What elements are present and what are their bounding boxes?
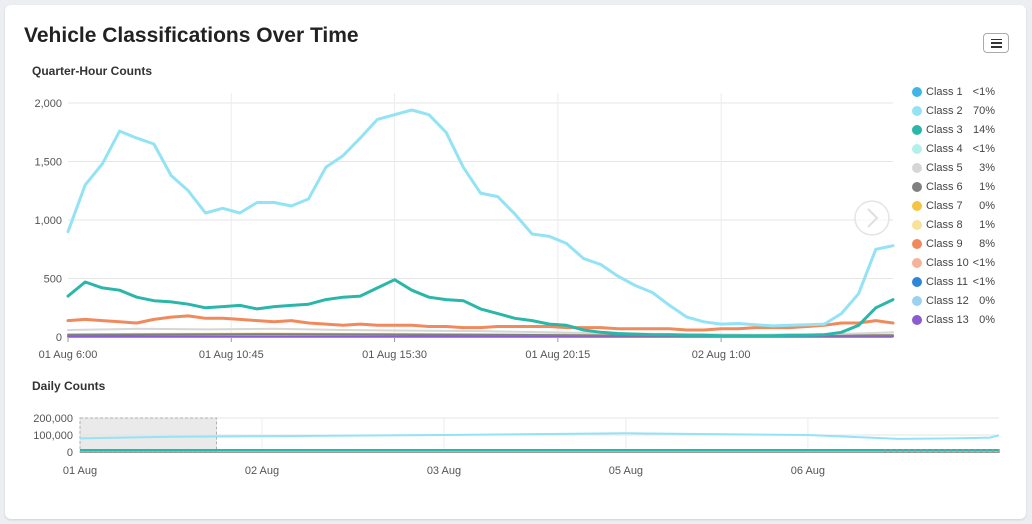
legend-dot [912, 200, 922, 211]
legend-percent: <1% [972, 256, 995, 269]
series-line-class-3[interactable] [66, 278, 895, 338]
legend-percent: 0% [979, 199, 995, 212]
legend-percent: 1% [979, 218, 995, 231]
legend-label: Class 11 [926, 275, 968, 288]
x-tick-label: 02 Aug 1:00 [692, 349, 751, 361]
legend-item-class-1[interactable]: Class 1 <1% [912, 82, 1022, 101]
legend-percent: 70% [972, 104, 995, 117]
chevron-right-icon [867, 208, 879, 228]
legend-item-class-7[interactable]: Class 7 0% [912, 196, 1022, 215]
legend-dot [912, 238, 922, 249]
legend-dot [912, 276, 922, 287]
legend-label: Class 3 [926, 123, 963, 136]
legend-item-class-10[interactable]: Class 10 <1% [912, 253, 1022, 272]
legend-percent: 1% [979, 180, 995, 193]
legend-percent: <1% [972, 142, 995, 155]
legend-item-class-6[interactable]: Class 6 1% [912, 177, 1022, 196]
legend-item-class-9[interactable]: Class 9 8% [912, 234, 1022, 253]
legend-label: Class 13 [926, 313, 969, 326]
legend-percent: 0% [979, 294, 995, 307]
legend-dot [912, 181, 922, 192]
legend-label: Class 7 [926, 199, 963, 212]
legend-dot [912, 314, 922, 325]
legend-label: Class 2 [926, 104, 963, 117]
x-tick-label: 01 Aug 10:45 [199, 349, 264, 361]
legend-item-class-5[interactable]: Class 5 3% [912, 158, 1022, 177]
legend-percent: 8% [979, 237, 995, 250]
legend-dot [912, 219, 922, 230]
x-tick-label: 01 Aug 6:00 [39, 349, 98, 361]
legend-item-class-12[interactable]: Class 12 0% [912, 291, 1022, 310]
legend-label: Class 4 [926, 142, 963, 155]
legend-label: Class 6 [926, 180, 963, 193]
legend-label: Class 1 [926, 85, 963, 98]
next-arrow-button[interactable] [854, 200, 890, 236]
legend-percent: 14% [972, 123, 995, 136]
legend-item-class-11[interactable]: Class 11 <1% [912, 272, 1022, 291]
legend-dot [912, 295, 922, 306]
y-tick-label: 500 [44, 274, 62, 286]
legend-item-class-2[interactable]: Class 2 70% [912, 101, 1022, 120]
legend-dot [912, 86, 922, 97]
chart-legend: Class 1 <1% Class 2 70% Class 3 14% Class 4… [912, 82, 1022, 329]
legend-dot [912, 105, 922, 116]
quarter-hour-title: Quarter-Hour Counts [32, 64, 152, 78]
y-tick-label: 1,000 [34, 215, 62, 227]
legend-item-class-4[interactable]: Class 4 <1% [912, 139, 1022, 158]
legend-label: Class 5 [926, 161, 963, 174]
y-tick-label: 2,000 [34, 98, 62, 110]
series-line-class-2[interactable] [66, 108, 895, 328]
legend-label: Class 9 [926, 237, 963, 250]
legend-percent: 0% [979, 313, 995, 326]
x-tick-label: 01 Aug 20:15 [525, 349, 590, 361]
legend-item-class-3[interactable]: Class 3 14% [912, 120, 1022, 139]
legend-dot [912, 162, 922, 173]
y-tick-label: 0 [56, 332, 62, 344]
series-line-class-9[interactable] [66, 314, 895, 332]
y-tick-label: 1,500 [34, 157, 62, 169]
legend-label: Class 8 [926, 218, 963, 231]
hamburger-icon [990, 38, 1002, 48]
legend-item-class-13[interactable]: Class 13 0% [912, 310, 1022, 329]
legend-dot [912, 124, 922, 135]
legend-label: Class 12 [926, 294, 969, 307]
legend-percent: <1% [972, 275, 995, 288]
legend-percent: <1% [972, 85, 995, 98]
menu-button[interactable] [983, 33, 1009, 53]
legend-item-class-8[interactable]: Class 8 1% [912, 215, 1022, 234]
page-title: Vehicle Classifications Over Time [24, 24, 359, 47]
daily-counts-title: Daily Counts [32, 379, 106, 393]
legend-dot [912, 257, 922, 268]
legend-percent: 3% [979, 161, 995, 174]
legend-dot [912, 143, 922, 154]
x-tick-label: 01 Aug 15:30 [362, 349, 427, 361]
legend-label: Class 10 [926, 256, 969, 269]
